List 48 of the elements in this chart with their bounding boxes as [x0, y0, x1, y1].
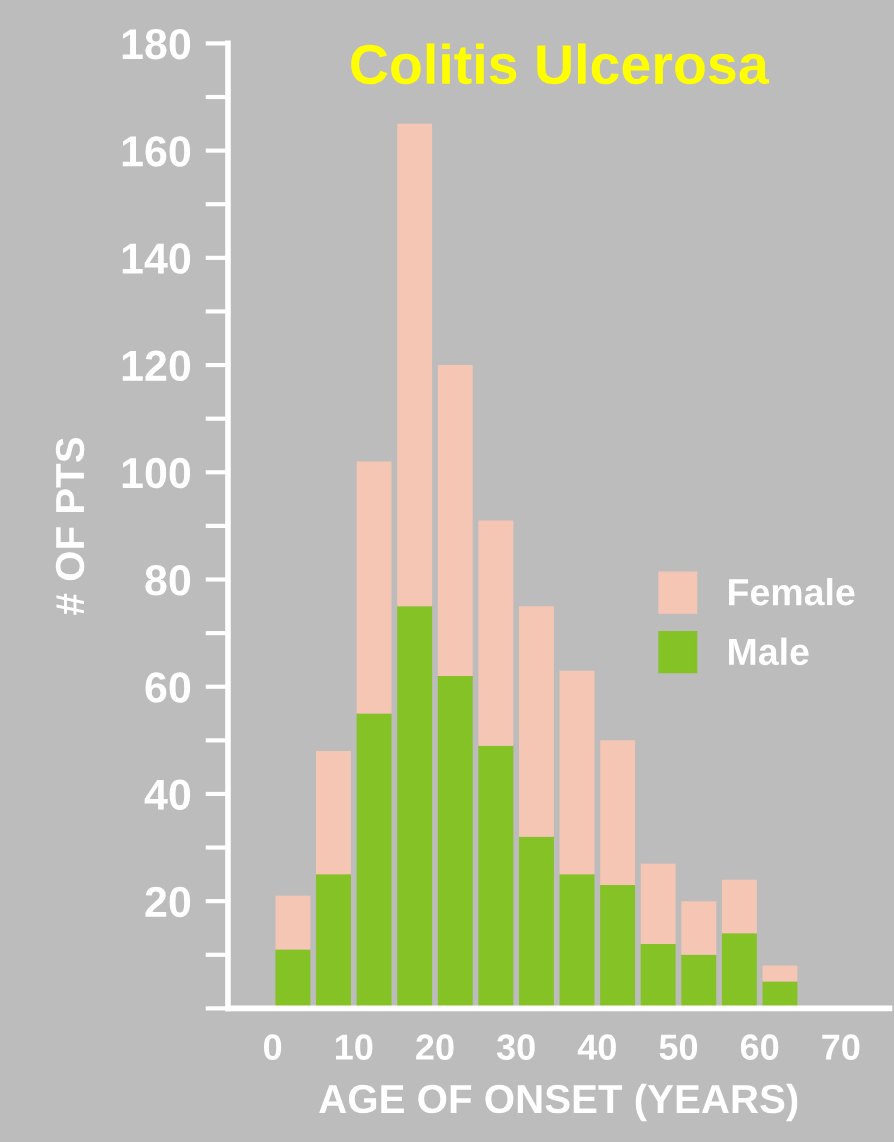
y-tick-label: 180: [122, 28, 191, 60]
bar: [721, 879, 757, 934]
y-tick-label: 140: [122, 243, 191, 274]
bar: [559, 874, 595, 1009]
bar: [640, 863, 676, 945]
bar: [316, 874, 351, 1009]
x-tick-label: 70: [822, 1034, 860, 1060]
bar: [356, 461, 392, 714]
bar: [518, 606, 554, 837]
bar: [356, 713, 392, 1009]
y-tick-label: 60: [145, 672, 191, 703]
y-tick-label: 160: [122, 136, 191, 167]
x-axis-title: AGE OF ONSET (YEARS): [319, 1083, 798, 1122]
x-tick-label: 50: [659, 1034, 698, 1060]
y-tick-label: 120: [122, 350, 191, 382]
bar: [600, 885, 636, 1009]
bar: [762, 981, 798, 1009]
legend-label: Female: [729, 577, 855, 606]
bar: [478, 520, 514, 746]
x-tick-label: 10: [335, 1034, 373, 1060]
bar: [518, 836, 554, 1009]
bar: [681, 901, 717, 955]
x-tick-label: 20: [416, 1034, 454, 1060]
y-tick-label: 80: [145, 565, 191, 596]
bar: [275, 949, 311, 1009]
x-tick-label: 30: [496, 1034, 535, 1060]
bar: [437, 365, 473, 676]
bar: [681, 954, 717, 1009]
bar: [397, 123, 433, 607]
bar: [600, 740, 636, 886]
bar: [721, 933, 757, 1009]
y-tick-label: 20: [145, 886, 191, 918]
bar: [559, 670, 595, 875]
bar: [762, 965, 798, 982]
y-tick-label: 40: [144, 779, 191, 810]
x-tick-label: 40: [577, 1034, 616, 1060]
bar: [275, 895, 311, 950]
chart-title: Colitis Ulcerosa: [351, 43, 770, 85]
bar: [316, 751, 351, 875]
x-tick-label: 60: [740, 1034, 779, 1060]
bar: [437, 676, 473, 1009]
y-axis-title: # OF PTS: [55, 437, 85, 615]
bar: [397, 606, 433, 1009]
y-tick-label: 100: [122, 457, 191, 489]
bar: [478, 745, 514, 1009]
bar: [640, 944, 676, 1009]
x-tick-label: 0: [264, 1034, 282, 1060]
legend-label: Male: [729, 637, 809, 666]
